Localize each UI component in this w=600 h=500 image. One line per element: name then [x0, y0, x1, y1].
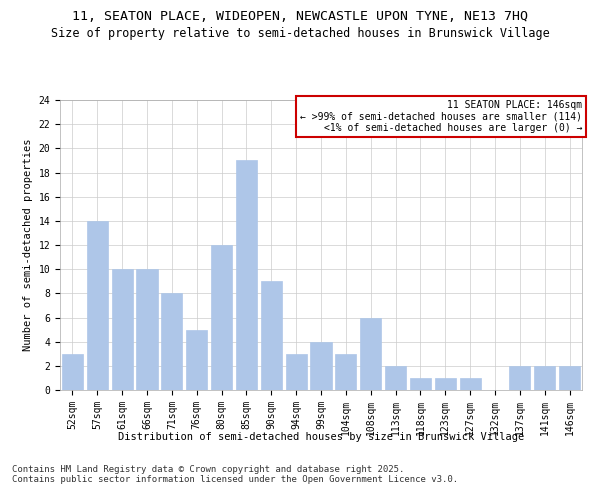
Bar	[435, 378, 456, 390]
Bar	[112, 269, 133, 390]
Bar	[186, 330, 207, 390]
Bar	[410, 378, 431, 390]
Text: Contains HM Land Registry data © Crown copyright and database right 2025.
Contai: Contains HM Land Registry data © Crown c…	[12, 465, 458, 484]
Bar	[211, 245, 232, 390]
Bar	[460, 378, 481, 390]
Bar	[161, 294, 182, 390]
Bar	[136, 269, 158, 390]
Bar	[534, 366, 555, 390]
Bar	[286, 354, 307, 390]
Text: Distribution of semi-detached houses by size in Brunswick Village: Distribution of semi-detached houses by …	[118, 432, 524, 442]
Bar	[335, 354, 356, 390]
Text: 11, SEATON PLACE, WIDEOPEN, NEWCASTLE UPON TYNE, NE13 7HQ: 11, SEATON PLACE, WIDEOPEN, NEWCASTLE UP…	[72, 10, 528, 23]
Bar	[509, 366, 530, 390]
Y-axis label: Number of semi-detached properties: Number of semi-detached properties	[23, 138, 33, 352]
Bar	[310, 342, 332, 390]
Text: 11 SEATON PLACE: 146sqm
← >99% of semi-detached houses are smaller (114)
<1% of : 11 SEATON PLACE: 146sqm ← >99% of semi-d…	[300, 100, 582, 133]
Bar	[236, 160, 257, 390]
Text: Size of property relative to semi-detached houses in Brunswick Village: Size of property relative to semi-detach…	[50, 28, 550, 40]
Bar	[261, 281, 282, 390]
Bar	[87, 221, 108, 390]
Bar	[559, 366, 580, 390]
Bar	[62, 354, 83, 390]
Bar	[385, 366, 406, 390]
Bar	[360, 318, 381, 390]
